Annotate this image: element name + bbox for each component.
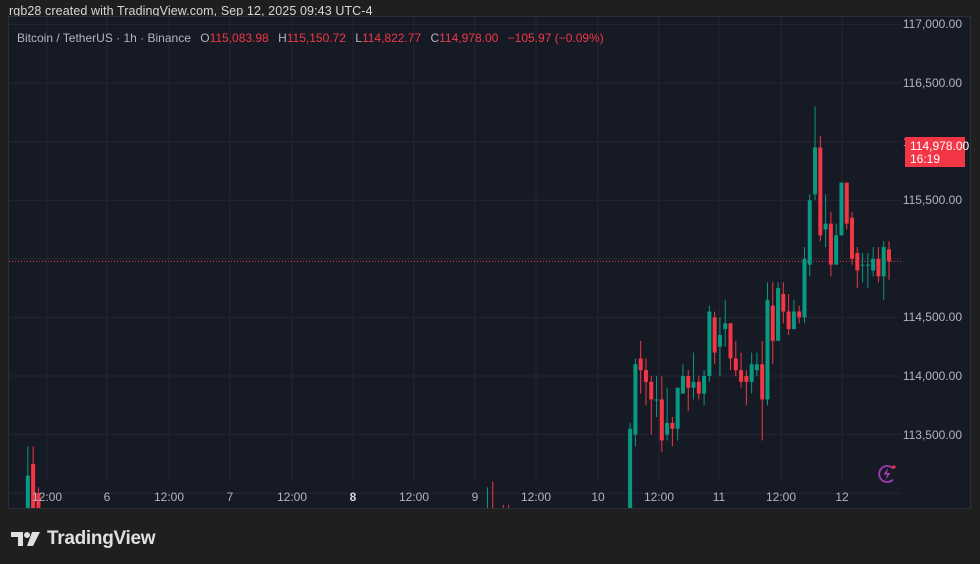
candle[interactable] [638,340,643,394]
candle[interactable] [712,311,717,365]
candle[interactable] [860,252,865,283]
price-axis-label: 114,500.00 [902,310,962,325]
open-value: 115,083.98 [209,31,269,45]
candle[interactable] [850,211,855,265]
candle[interactable] [696,376,701,400]
price-axis-label: 116,500.00 [902,76,962,90]
low-label: L [355,31,362,45]
candle[interactable] [865,252,870,289]
time-axis-label: 12:00 [765,490,797,504]
chart-caption: rgb28 created with TradingView.com, Sep … [9,4,373,18]
time-axis-label: 9 [471,490,479,504]
candle[interactable] [855,247,860,289]
time-axis-label: 12:00 [398,490,430,504]
tradingview-logo-text: TradingView [47,528,156,549]
candle[interactable] [871,247,876,277]
candle[interactable] [491,481,495,509]
candle[interactable] [781,282,786,324]
time-axis-label: 12:00 [153,490,185,504]
candle[interactable] [823,194,828,248]
price-change: −105.97 (−0.09%) [507,31,604,45]
time-axis-label: 12 [835,490,849,504]
time-axis-label: 10 [591,490,605,504]
last-price-value: 114,978.00 [910,139,970,153]
last-price-tag: 114,978.00 16:19 [905,137,970,167]
candle[interactable] [659,376,664,453]
candle[interactable] [839,182,844,236]
candle[interactable] [686,370,691,412]
price-axis-label: 114,000.00 [902,369,962,383]
candle[interactable] [728,323,733,371]
high-value: 115,150.72 [286,31,346,45]
candle[interactable] [643,358,648,406]
price-axis-label: 113,500.00 [902,427,962,442]
candle[interactable] [707,305,712,382]
candle[interactable] [717,317,722,376]
open-label: O [200,31,210,45]
time-axis-label: 7 [226,490,234,504]
close-label: C [430,31,440,45]
candle[interactable] [887,241,891,280]
candle[interactable] [760,340,765,441]
candle[interactable] [744,370,749,406]
close-value: 114,978.00 [439,31,499,45]
candle[interactable] [786,293,791,335]
candle[interactable] [628,422,633,509]
low-value: 114,822.77 [361,31,422,45]
tradingview-logo-icon [11,532,40,546]
candle[interactable] [633,358,638,447]
candle[interactable] [813,106,818,201]
tradingview-logo[interactable]: TradingView [11,528,156,550]
candle[interactable] [749,352,754,394]
candle[interactable] [797,305,802,324]
candle[interactable] [680,364,685,394]
candle[interactable] [881,241,886,300]
candle[interactable] [776,282,781,341]
price-axis-label: 117,000.00 [902,17,962,32]
candle[interactable] [31,446,36,509]
lightning-alert-icon[interactable] [876,463,898,485]
candle[interactable] [25,446,30,509]
symbol-title[interactable]: Bitcoin / TetherUS · 1h · Binance [17,31,191,45]
candle[interactable] [654,376,659,418]
time-axis-label: 12:00 [643,490,675,504]
candle[interactable] [739,352,744,388]
candle[interactable] [665,387,670,441]
price-axis-label: 115,500.00 [902,193,962,208]
time-axis-label: 11 [712,490,726,504]
candle[interactable] [807,194,812,277]
candle[interactable] [754,352,759,376]
candle[interactable] [733,340,738,376]
candle[interactable] [876,247,881,283]
candle[interactable] [770,282,775,365]
candle[interactable] [485,487,489,509]
candle[interactable] [818,135,823,242]
candle[interactable] [675,387,680,441]
candle[interactable] [649,376,654,435]
time-axis-label: 6 [103,490,111,504]
candle[interactable] [507,504,511,509]
candle[interactable] [844,182,849,230]
candle[interactable] [765,282,770,406]
time-axis-label: 12:00 [276,490,308,504]
bar-countdown: 16:19 [910,152,941,166]
candle[interactable] [791,299,796,330]
candle[interactable] [36,487,41,509]
candle[interactable] [501,504,505,509]
candle[interactable] [834,223,839,265]
ohlc-legend: Bitcoin / TetherUS · 1h · Binance O115,0… [17,31,604,45]
candle[interactable] [670,417,675,447]
candlestick-plot[interactable] [9,17,971,509]
candle[interactable] [723,299,728,347]
time-axis-label: 12:00 [520,490,552,504]
high-label: H [278,31,287,45]
candle[interactable] [802,247,807,324]
candle[interactable] [702,370,707,406]
time-axis-label: 12:00 [31,490,63,504]
candle[interactable] [828,211,833,277]
candle[interactable] [691,352,696,400]
chart-pane[interactable]: Bitcoin / TetherUS · 1h · Binance O115,0… [8,16,971,509]
time-axis-label: 8 [349,490,357,504]
